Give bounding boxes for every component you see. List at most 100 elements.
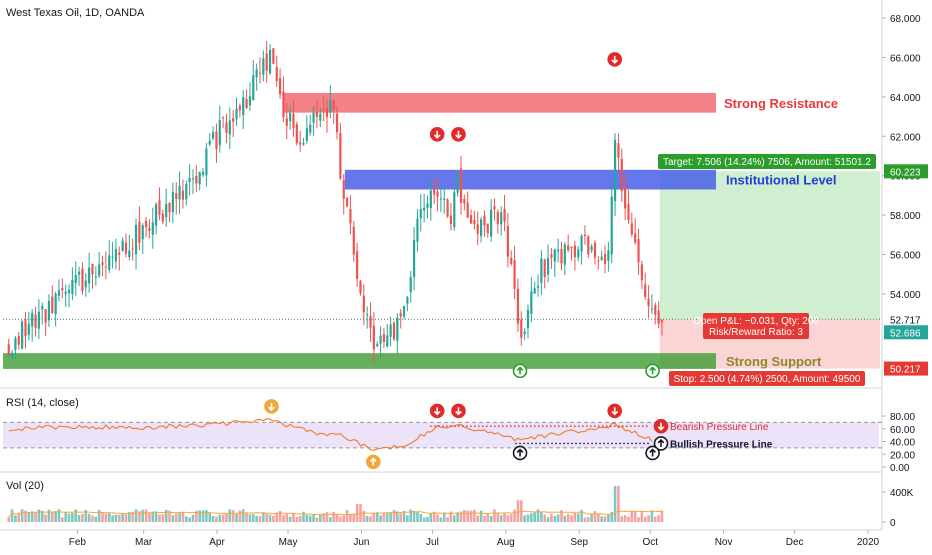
candle-body: [563, 244, 566, 265]
candle-body: [319, 113, 322, 121]
price-tick-label: 62.000: [890, 132, 921, 143]
candle-body: [533, 288, 536, 294]
candle-body: [352, 226, 355, 255]
volume-bar: [406, 515, 409, 522]
volume-bar: [486, 513, 490, 522]
candle-body: [285, 118, 288, 126]
volume-bar: [600, 516, 603, 522]
volume-bar: [586, 517, 590, 522]
volume-bar: [607, 514, 610, 522]
volume-bar: [27, 512, 31, 522]
candle-body: [376, 344, 379, 346]
volume-bar: [64, 512, 67, 522]
volume-bar: [121, 513, 124, 522]
candle-body: [426, 203, 429, 208]
candle-body: [111, 256, 114, 258]
candle-body: [185, 183, 188, 200]
time-tick-label: Jul: [426, 537, 439, 548]
candle-body: [473, 219, 476, 225]
volume-bar: [332, 511, 335, 522]
candle-body: [479, 219, 483, 237]
volume-bar: [402, 510, 406, 522]
candle-body: [77, 271, 81, 275]
candle-body: [278, 78, 282, 95]
volume-bar: [282, 514, 285, 522]
volume-bar: [241, 509, 245, 522]
candle-body: [567, 245, 570, 251]
time-tick-label: Sep: [570, 537, 588, 548]
rsi-tick-label: 40.00: [890, 438, 915, 449]
last-price-tag: 52.717: [884, 312, 928, 327]
volume-bar: [335, 513, 339, 522]
candle-body: [463, 198, 466, 204]
volume-bar: [117, 514, 121, 522]
rsi-tick-label: 0.00: [890, 463, 910, 474]
volume-bar: [550, 513, 553, 522]
candle-body: [540, 258, 543, 283]
volume-bar: [456, 512, 459, 522]
volume-bar: [151, 511, 155, 522]
candle-body: [513, 260, 516, 289]
candle-body: [175, 193, 178, 200]
volume-bar: [238, 510, 242, 522]
volume-bar: [295, 516, 299, 522]
candle-body: [235, 108, 238, 120]
volume-bar: [523, 515, 526, 522]
volume-bar: [205, 509, 208, 522]
candle-body: [634, 233, 637, 243]
candle-body: [409, 277, 412, 293]
volume-bar: [198, 510, 201, 522]
candle-body: [94, 276, 97, 278]
rsi-buy-arrow-icon: [365, 454, 381, 470]
volume-bar: [312, 514, 315, 522]
candle-body: [399, 312, 402, 317]
candle-body: [64, 291, 67, 295]
last-price-tag-bg: [884, 312, 928, 327]
volume-bar: [37, 509, 41, 522]
candle-body: [372, 325, 375, 350]
volume-bar: [536, 509, 540, 522]
candle-body: [195, 175, 198, 184]
volume-bar: [496, 512, 500, 522]
candle-body: [272, 48, 275, 64]
volume-bar: [630, 510, 634, 522]
candle-body: [24, 320, 27, 337]
candle-body: [402, 306, 406, 317]
candle-body: [382, 334, 386, 342]
pnl-text: Open P&L: −0.031, Qty: 200: [693, 316, 819, 327]
candle-body: [640, 264, 643, 281]
volume-bar: [412, 510, 416, 522]
candle-body: [27, 323, 30, 335]
candle-body: [650, 308, 654, 310]
candle-body: [530, 291, 533, 315]
volume-bar: [620, 516, 624, 522]
rsi-buy-arrow-icon: [645, 445, 660, 461]
rsi-sell-arrow-icon: [607, 403, 623, 419]
candle-body: [369, 315, 372, 328]
stop-badge-bg: [669, 371, 865, 386]
zone-label: Strong Resistance: [724, 96, 838, 111]
candle-body: [630, 223, 633, 235]
candle-body: [392, 322, 396, 340]
candle-body: [607, 250, 610, 261]
rr-text: Risk/Reward Ratio: 3: [709, 327, 803, 338]
volume-bar: [61, 517, 64, 522]
candle-body: [536, 285, 540, 288]
volume-bar: [439, 517, 443, 522]
rsi-sell-arrow-icon: [451, 403, 466, 419]
rsi-buy-arrow-icon-head: [369, 457, 377, 462]
volume-bar: [228, 509, 232, 522]
rsi-tick-label: 20.00: [890, 450, 915, 461]
volume-bar: [47, 509, 51, 522]
time-tick-label: Feb: [69, 537, 87, 548]
volume-bar: [302, 511, 305, 522]
volume-bar: [134, 509, 138, 522]
candle-body: [144, 220, 148, 227]
candle-body: [550, 254, 553, 258]
volume-bar: [416, 511, 419, 522]
candle-body: [67, 289, 71, 294]
target-price-tag-bg: [884, 164, 928, 179]
volume-bar: [57, 509, 61, 522]
volume-bar: [546, 517, 550, 522]
candle-body: [389, 324, 392, 337]
